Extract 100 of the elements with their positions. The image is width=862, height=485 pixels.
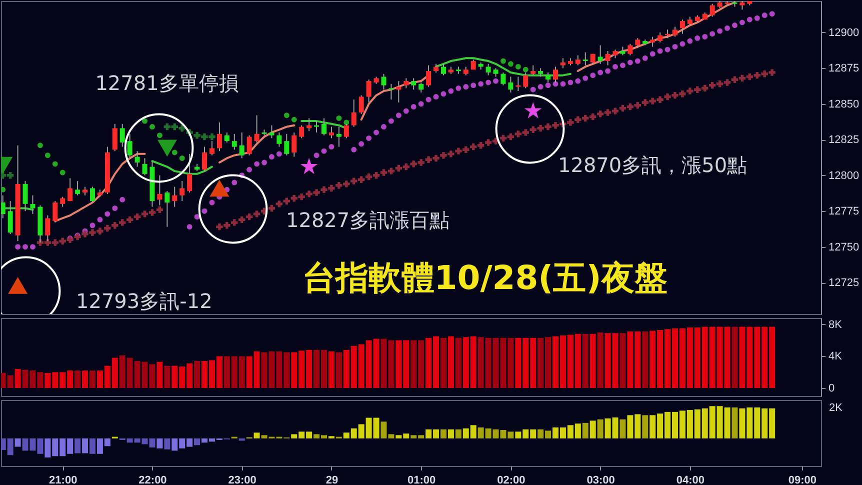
y-tick-label: 12750: [828, 241, 860, 254]
point: [284, 112, 290, 118]
candlestick: [224, 132, 230, 143]
point: [6, 172, 14, 179]
point: [164, 123, 171, 130]
bar: [620, 419, 626, 438]
candlestick: [598, 44, 603, 64]
candlestick: [164, 190, 170, 228]
candlestick: [508, 76, 514, 93]
x-tick-label: 02:00: [497, 474, 526, 485]
candlestick: [60, 196, 66, 208]
text: 2K: [829, 402, 844, 414]
candlestick: [172, 186, 178, 208]
point: [171, 123, 178, 130]
candlestick: [680, 19, 685, 34]
bar: [590, 334, 596, 388]
candlestick: [1, 194, 6, 219]
candlestick: [605, 50, 610, 66]
candlestick: [52, 200, 58, 224]
candlestick: [90, 186, 95, 204]
candlestick: [388, 83, 394, 100]
annotation: 12827多訊漲百點: [286, 208, 450, 232]
point: [1, 172, 6, 179]
point: [524, 102, 542, 118]
point: [515, 64, 521, 70]
point: [37, 142, 43, 148]
bar: [620, 333, 626, 388]
point: [522, 66, 528, 72]
candlestick: [127, 133, 132, 159]
bar: [89, 370, 96, 388]
candlestick: [486, 63, 491, 76]
point: [142, 118, 148, 124]
y-tick-label: 12900: [828, 26, 860, 39]
bar: [582, 334, 588, 388]
point: [44, 152, 50, 158]
candlestick: [202, 146, 208, 172]
candlestick: [22, 180, 28, 212]
candlestick: [134, 150, 140, 168]
candlestick: [276, 132, 282, 148]
point: [194, 132, 200, 139]
candlestick: [112, 123, 118, 152]
candlestick: [8, 200, 13, 234]
text: 台指軟體10/28(五)夜盤: [302, 258, 668, 297]
candlestick: [411, 78, 416, 90]
y-tick-label: 12850: [828, 98, 860, 110]
candlestick: [328, 126, 334, 139]
bar: [597, 419, 604, 438]
x-tick-label: 09:00: [788, 474, 817, 485]
bar: [74, 370, 81, 388]
point: [179, 155, 185, 161]
bar: [455, 429, 462, 438]
bar: [440, 429, 446, 438]
point: [300, 158, 318, 174]
bar: [74, 438, 81, 454]
annotation: 12793多訊-12: [76, 289, 212, 313]
y-tick-label: 4K: [828, 350, 843, 363]
y-tick-label: 8K: [828, 318, 843, 331]
candlestick: [246, 134, 252, 156]
candlestick: [292, 132, 297, 158]
bar: [590, 420, 596, 438]
candlestick: [658, 32, 663, 43]
point: [156, 132, 162, 138]
bar: [597, 332, 604, 388]
candlestick: [336, 126, 342, 148]
point: [172, 150, 178, 156]
point: [60, 170, 66, 176]
point: [500, 58, 506, 64]
x-tick-label: 04:00: [676, 474, 705, 485]
candlestick: [710, 3, 715, 18]
candlestick: [157, 174, 162, 206]
bar: [156, 362, 163, 388]
candlestick: [351, 99, 356, 128]
candlestick: [582, 52, 588, 66]
candlestick: [75, 180, 80, 196]
candlestick: [560, 58, 566, 69]
candlestick: [426, 64, 432, 88]
candlestick: [575, 54, 580, 66]
point: [210, 180, 230, 197]
bar: [194, 360, 200, 388]
point: [201, 133, 208, 140]
bar: [194, 438, 200, 446]
candlestick: [239, 132, 244, 159]
x-tick-label: 23:00: [228, 474, 256, 485]
candlestick: [120, 123, 125, 148]
candlestick: [299, 124, 304, 139]
candlestick: [254, 114, 260, 143]
point: [336, 115, 342, 121]
candlestick: [440, 63, 446, 76]
candlestick: [216, 122, 222, 152]
x-tick-label: 01:00: [408, 474, 436, 485]
candlestick: [635, 38, 640, 49]
point: [1, 186, 6, 192]
y-tick-label: 0: [828, 382, 835, 395]
y-tick-label: 12800: [828, 170, 860, 182]
candlestick: [404, 78, 409, 89]
bar: [328, 351, 334, 388]
bar: [164, 438, 170, 450]
y-tick-label: 12775: [828, 206, 860, 218]
candlestick: [358, 94, 364, 114]
y-tick-label: 12825: [828, 134, 860, 146]
